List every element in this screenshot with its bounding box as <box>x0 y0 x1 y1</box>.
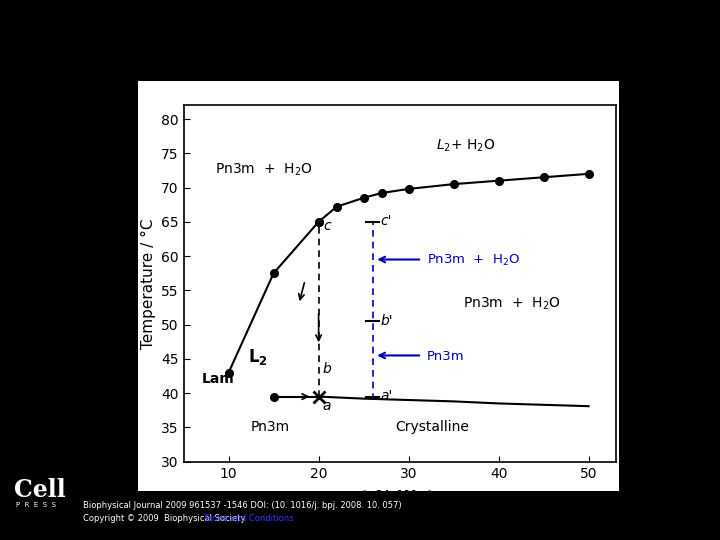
Text: P  R  E  S  S: P R E S S <box>16 502 56 508</box>
Text: Figure 7: Figure 7 <box>330 16 390 31</box>
Text: c': c' <box>381 214 392 228</box>
Text: Biophysical Journal 2009 961537 -1546 DOI: (10. 1016/j. bpj. 2008. 10. 057): Biophysical Journal 2009 961537 -1546 DO… <box>83 501 402 510</box>
Text: b': b' <box>381 314 393 328</box>
Text: Crystalline: Crystalline <box>395 420 469 434</box>
Text: Pn3m  +  H$_2$O: Pn3m + H$_2$O <box>215 162 313 178</box>
Text: c: c <box>323 219 330 233</box>
Text: Pn3m: Pn3m <box>426 350 464 363</box>
Text: $\mathbf{L_2}$: $\mathbf{L_2}$ <box>248 347 268 367</box>
Text: a': a' <box>381 389 393 403</box>
Text: b: b <box>323 362 331 376</box>
Text: a: a <box>323 399 330 413</box>
Text: Copyright © 2009  Biophysical Society: Copyright © 2009 Biophysical Society <box>83 514 246 523</box>
Text: Pn3m  +  H$_2$O: Pn3m + H$_2$O <box>426 253 520 268</box>
Y-axis label: Temperature / °C: Temperature / °C <box>140 218 156 349</box>
Text: Terms and Conditions: Terms and Conditions <box>203 514 294 523</box>
Text: Pn3m  +  H$_2$O: Pn3m + H$_2$O <box>463 295 560 312</box>
X-axis label: wt % Water: wt % Water <box>346 489 454 507</box>
Text: $L_2$+ H$_2$O: $L_2$+ H$_2$O <box>436 138 495 154</box>
Text: Lam: Lam <box>202 372 234 386</box>
Text: Pn3m: Pn3m <box>251 420 290 434</box>
Text: Cell: Cell <box>14 478 66 502</box>
